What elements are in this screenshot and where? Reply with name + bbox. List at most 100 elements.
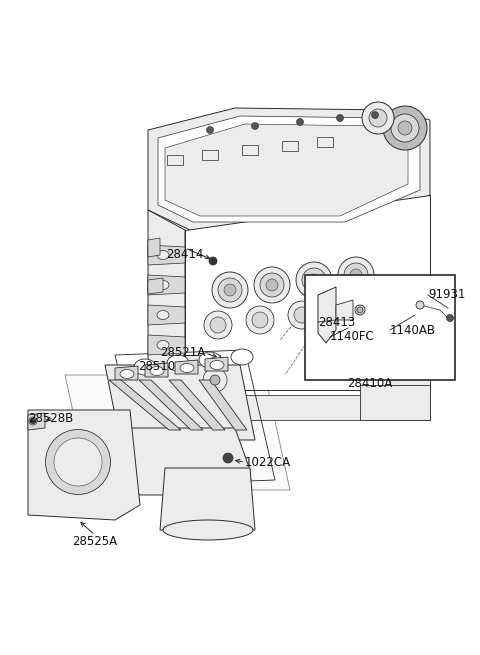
Circle shape <box>398 121 412 135</box>
Circle shape <box>296 262 332 298</box>
Circle shape <box>260 273 284 297</box>
Circle shape <box>383 106 427 150</box>
Polygon shape <box>318 287 336 343</box>
Circle shape <box>223 453 233 463</box>
Circle shape <box>336 115 344 121</box>
Polygon shape <box>169 380 225 430</box>
Polygon shape <box>160 468 255 530</box>
Circle shape <box>330 296 358 324</box>
Polygon shape <box>167 155 183 165</box>
Circle shape <box>210 375 220 385</box>
Circle shape <box>380 350 410 380</box>
Circle shape <box>212 272 248 308</box>
Circle shape <box>294 307 310 323</box>
Circle shape <box>416 301 424 309</box>
Text: 91931: 91931 <box>428 288 466 301</box>
Ellipse shape <box>231 349 253 365</box>
Text: 28510: 28510 <box>138 360 175 373</box>
Polygon shape <box>145 363 168 377</box>
Polygon shape <box>105 428 250 495</box>
Polygon shape <box>28 413 45 430</box>
Circle shape <box>362 102 394 134</box>
Ellipse shape <box>157 341 169 350</box>
Circle shape <box>355 305 365 315</box>
Ellipse shape <box>157 250 169 259</box>
Polygon shape <box>282 141 298 151</box>
Circle shape <box>252 312 268 328</box>
Polygon shape <box>109 380 181 430</box>
Circle shape <box>302 268 326 292</box>
Circle shape <box>204 311 232 339</box>
Polygon shape <box>139 380 203 430</box>
Circle shape <box>266 279 278 291</box>
Ellipse shape <box>46 430 110 495</box>
Circle shape <box>210 317 226 333</box>
Polygon shape <box>185 355 430 420</box>
Circle shape <box>246 306 274 334</box>
Polygon shape <box>336 300 353 320</box>
Circle shape <box>254 267 290 303</box>
Text: 28413: 28413 <box>318 316 355 329</box>
Polygon shape <box>148 108 430 230</box>
Polygon shape <box>185 195 430 390</box>
Text: 1022CA: 1022CA <box>245 455 291 468</box>
Circle shape <box>29 417 37 425</box>
Circle shape <box>446 314 454 322</box>
Text: 28521A: 28521A <box>160 346 205 360</box>
Circle shape <box>209 257 217 265</box>
Polygon shape <box>148 245 185 265</box>
Circle shape <box>224 284 236 296</box>
Polygon shape <box>148 305 185 325</box>
Circle shape <box>252 122 259 130</box>
Text: 28410A: 28410A <box>348 377 393 390</box>
Circle shape <box>308 274 320 286</box>
Text: 1140FC: 1140FC <box>330 331 375 343</box>
Polygon shape <box>205 357 228 371</box>
Circle shape <box>357 307 363 313</box>
Polygon shape <box>148 275 185 295</box>
Circle shape <box>338 257 374 293</box>
Ellipse shape <box>54 438 102 486</box>
Circle shape <box>288 301 316 329</box>
Polygon shape <box>199 380 247 430</box>
Ellipse shape <box>210 360 224 369</box>
Polygon shape <box>105 365 255 440</box>
Ellipse shape <box>180 364 194 373</box>
Text: 28414: 28414 <box>166 248 204 261</box>
Ellipse shape <box>150 367 164 375</box>
Circle shape <box>218 278 242 302</box>
Polygon shape <box>242 145 258 155</box>
Polygon shape <box>65 375 290 490</box>
Polygon shape <box>115 366 138 380</box>
Text: 28525A: 28525A <box>72 535 118 548</box>
Text: 1140AB: 1140AB <box>390 324 436 337</box>
Circle shape <box>206 126 214 134</box>
Ellipse shape <box>120 369 134 379</box>
Circle shape <box>391 114 419 142</box>
Circle shape <box>297 119 303 126</box>
Ellipse shape <box>134 359 156 375</box>
Ellipse shape <box>199 352 221 368</box>
Ellipse shape <box>167 355 189 371</box>
Ellipse shape <box>163 520 253 540</box>
Circle shape <box>344 263 368 287</box>
Ellipse shape <box>157 310 169 320</box>
Polygon shape <box>28 410 140 520</box>
Circle shape <box>203 368 227 392</box>
Circle shape <box>336 302 352 318</box>
Polygon shape <box>148 335 185 355</box>
Circle shape <box>30 418 36 424</box>
Polygon shape <box>148 210 185 390</box>
Polygon shape <box>148 238 160 257</box>
Circle shape <box>195 360 235 400</box>
Polygon shape <box>158 116 420 222</box>
Circle shape <box>350 269 362 281</box>
Circle shape <box>372 111 379 119</box>
Polygon shape <box>175 360 198 374</box>
Polygon shape <box>317 137 333 147</box>
Polygon shape <box>165 124 408 216</box>
Ellipse shape <box>157 280 169 290</box>
Polygon shape <box>202 150 218 160</box>
Polygon shape <box>148 278 163 294</box>
Circle shape <box>369 109 387 127</box>
